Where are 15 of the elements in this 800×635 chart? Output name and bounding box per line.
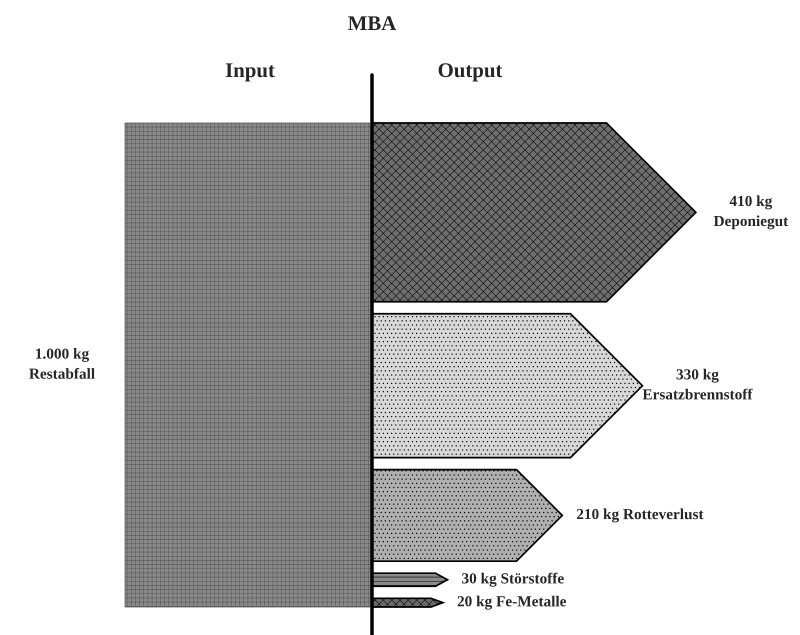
data-label: 330 kg (676, 368, 719, 383)
category-label: Restabfall (29, 368, 95, 379)
text: Output (438, 63, 502, 82)
data-label: 410 kg (730, 195, 772, 210)
text: MBA (348, 16, 396, 30)
text: Input (226, 63, 275, 82)
category-label: Deponiegut (714, 215, 788, 230)
category-label: Störstoffe (501, 572, 564, 584)
data-label: 30 kg (462, 572, 497, 587)
data-label: 20 kg (458, 596, 492, 610)
category-label: Rotteverlust (623, 508, 704, 520)
data-label: 210 kg (576, 508, 620, 522)
category-label: Fe-Metalle (496, 596, 566, 606)
data-label: 1.000 kg (36, 348, 90, 362)
category-label: Ersatzbrennstoff (642, 388, 753, 400)
